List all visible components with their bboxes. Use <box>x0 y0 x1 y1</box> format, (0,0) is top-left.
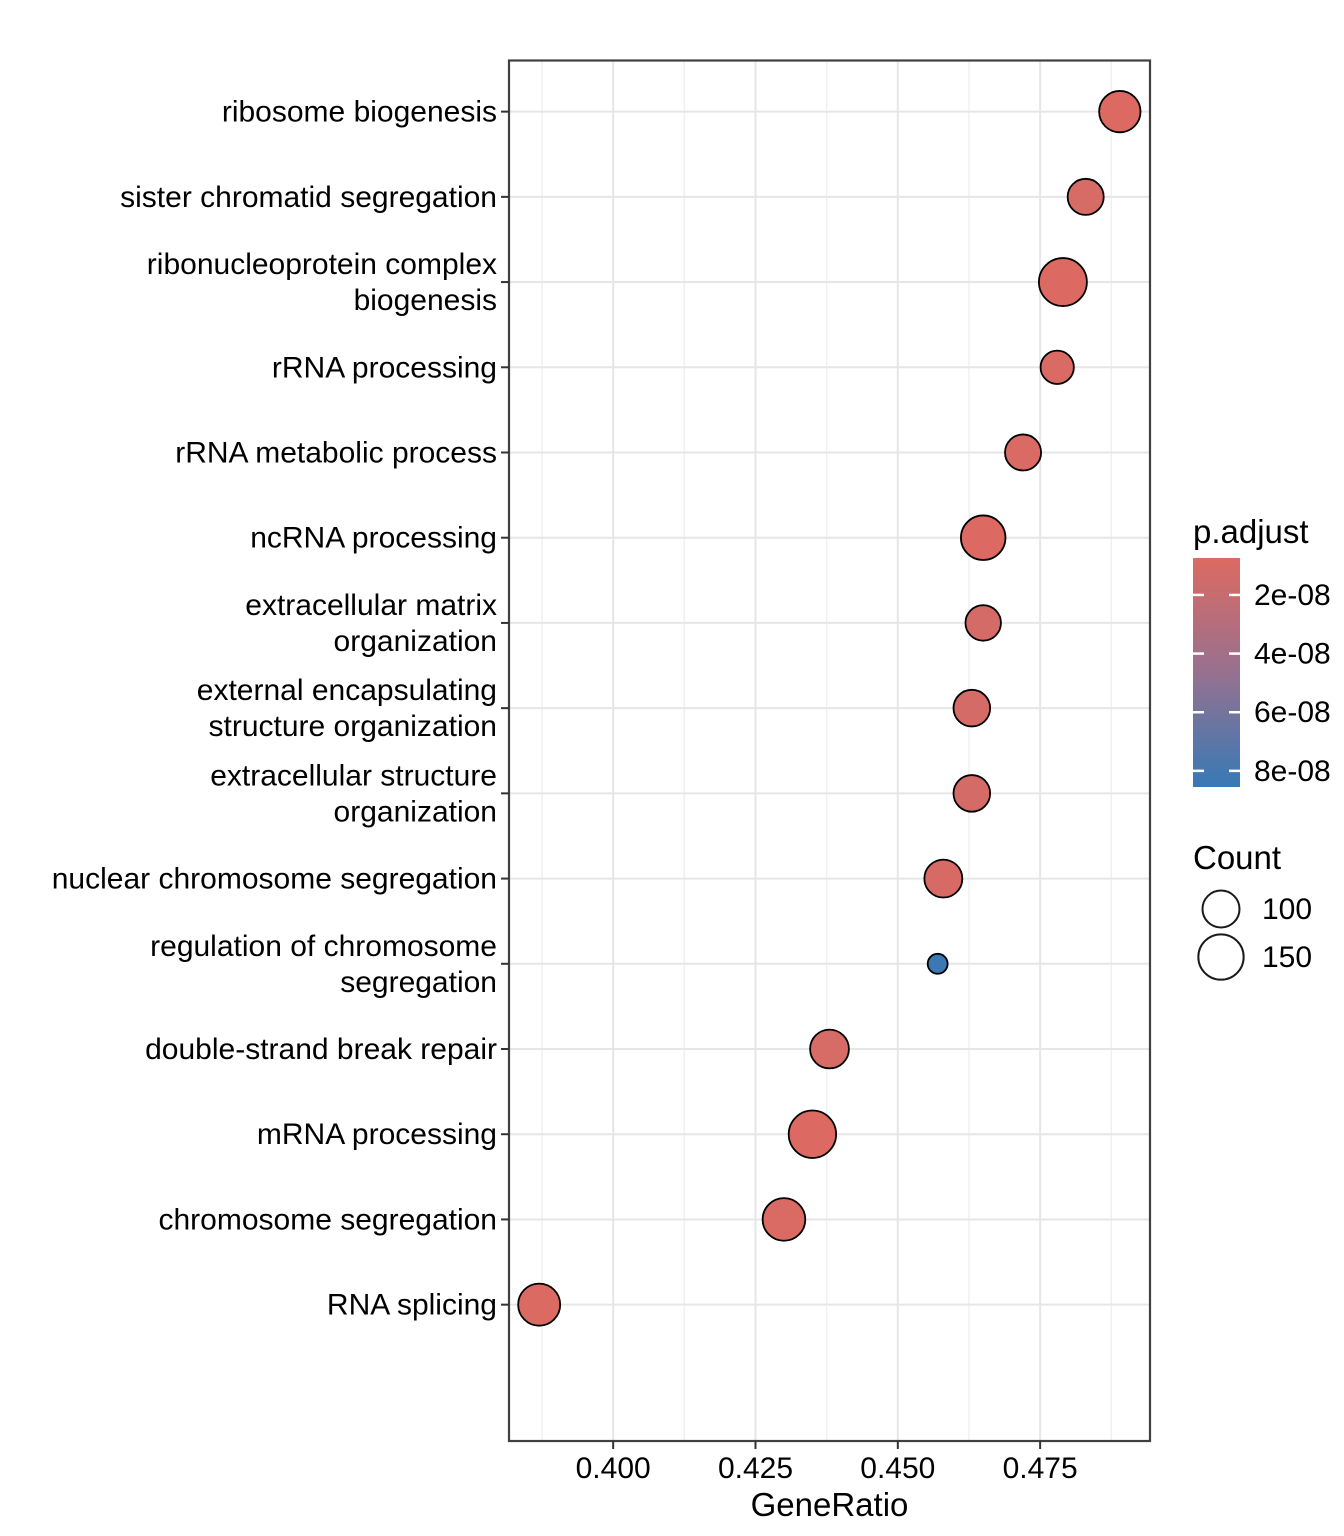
colorbar-tick-label: 8e-08 <box>1254 755 1331 788</box>
y-category-label: regulation of chromosome <box>150 930 497 963</box>
dot-regulation-of-chromosome-segregation <box>926 952 949 975</box>
y-category-label: extracellular matrix <box>245 589 497 622</box>
y-category-label: external encapsulating <box>197 674 497 707</box>
count-legend-label: 150 <box>1262 941 1312 974</box>
dot-extracellular-structure-organization <box>952 774 992 813</box>
y-category-label: double-strand break repair <box>145 1033 497 1066</box>
y-category-label: organization <box>334 795 497 828</box>
padjust-colorbar <box>1193 558 1240 787</box>
colorbar-tick-label: 2e-08 <box>1254 579 1331 612</box>
dot-ncrna-processing <box>960 514 1007 561</box>
y-category-label: sister chromatid segregation <box>120 181 497 214</box>
dot-ribosome-biogenesis <box>1098 90 1142 134</box>
x-tick-label: 0.425 <box>718 1452 793 1485</box>
count-legend-circle <box>1201 889 1241 929</box>
dot-nuclear-chromosome-segregation <box>923 858 964 899</box>
y-category-label: RNA splicing <box>327 1289 497 1322</box>
y-category-label: nuclear chromosome segregation <box>52 863 497 896</box>
y-category-label: chromosome segregation <box>158 1203 497 1236</box>
count-legend-label: 100 <box>1262 893 1312 926</box>
x-tick-label: 0.400 <box>576 1452 651 1485</box>
count-legend-circle <box>1197 933 1245 981</box>
colorbar-tick-label: 4e-08 <box>1254 638 1331 671</box>
y-category-label: segregation <box>340 966 497 999</box>
legend-padjust-title: p.adjust <box>1193 513 1309 550</box>
dot-chromosome-segregation <box>761 1197 807 1242</box>
y-category-label: mRNA processing <box>257 1118 497 1151</box>
dot-rrna-metabolic-process <box>1004 433 1042 472</box>
x-axis-title: GeneRatio <box>750 1486 909 1523</box>
y-category-label: ncRNA processing <box>250 522 497 555</box>
legend-count-title: Count <box>1193 839 1282 876</box>
dot-external-encapsulating-structure-organization <box>952 688 992 728</box>
x-tick-label: 0.450 <box>860 1452 935 1485</box>
y-category-label: biogenesis <box>354 284 497 317</box>
dot-rna-splicing <box>517 1282 562 1327</box>
panel-border <box>507 59 1152 1443</box>
y-category-label: organization <box>334 625 497 658</box>
dot-sister-chromatid-segregation <box>1066 177 1105 216</box>
dot-rrna-processing <box>1039 349 1075 385</box>
y-category-label: ribosome biogenesis <box>222 96 497 129</box>
y-category-label: extracellular structure <box>210 759 497 792</box>
y-category-label: rRNA metabolic process <box>175 436 497 469</box>
colorbar-tick-label: 6e-08 <box>1254 696 1331 729</box>
y-category-label: rRNA processing <box>272 351 497 384</box>
dot-ribonucleoprotein-complex-biogenesis <box>1038 257 1088 307</box>
dot-double-strand-break-repair <box>809 1028 850 1070</box>
dot-mrna-processing <box>787 1109 838 1159</box>
dot-extracellular-matrix-organization <box>964 604 1002 642</box>
y-category-label: ribonucleoprotein complex <box>147 248 497 281</box>
x-tick-label: 0.475 <box>1003 1452 1078 1485</box>
y-category-label: structure organization <box>209 710 498 743</box>
